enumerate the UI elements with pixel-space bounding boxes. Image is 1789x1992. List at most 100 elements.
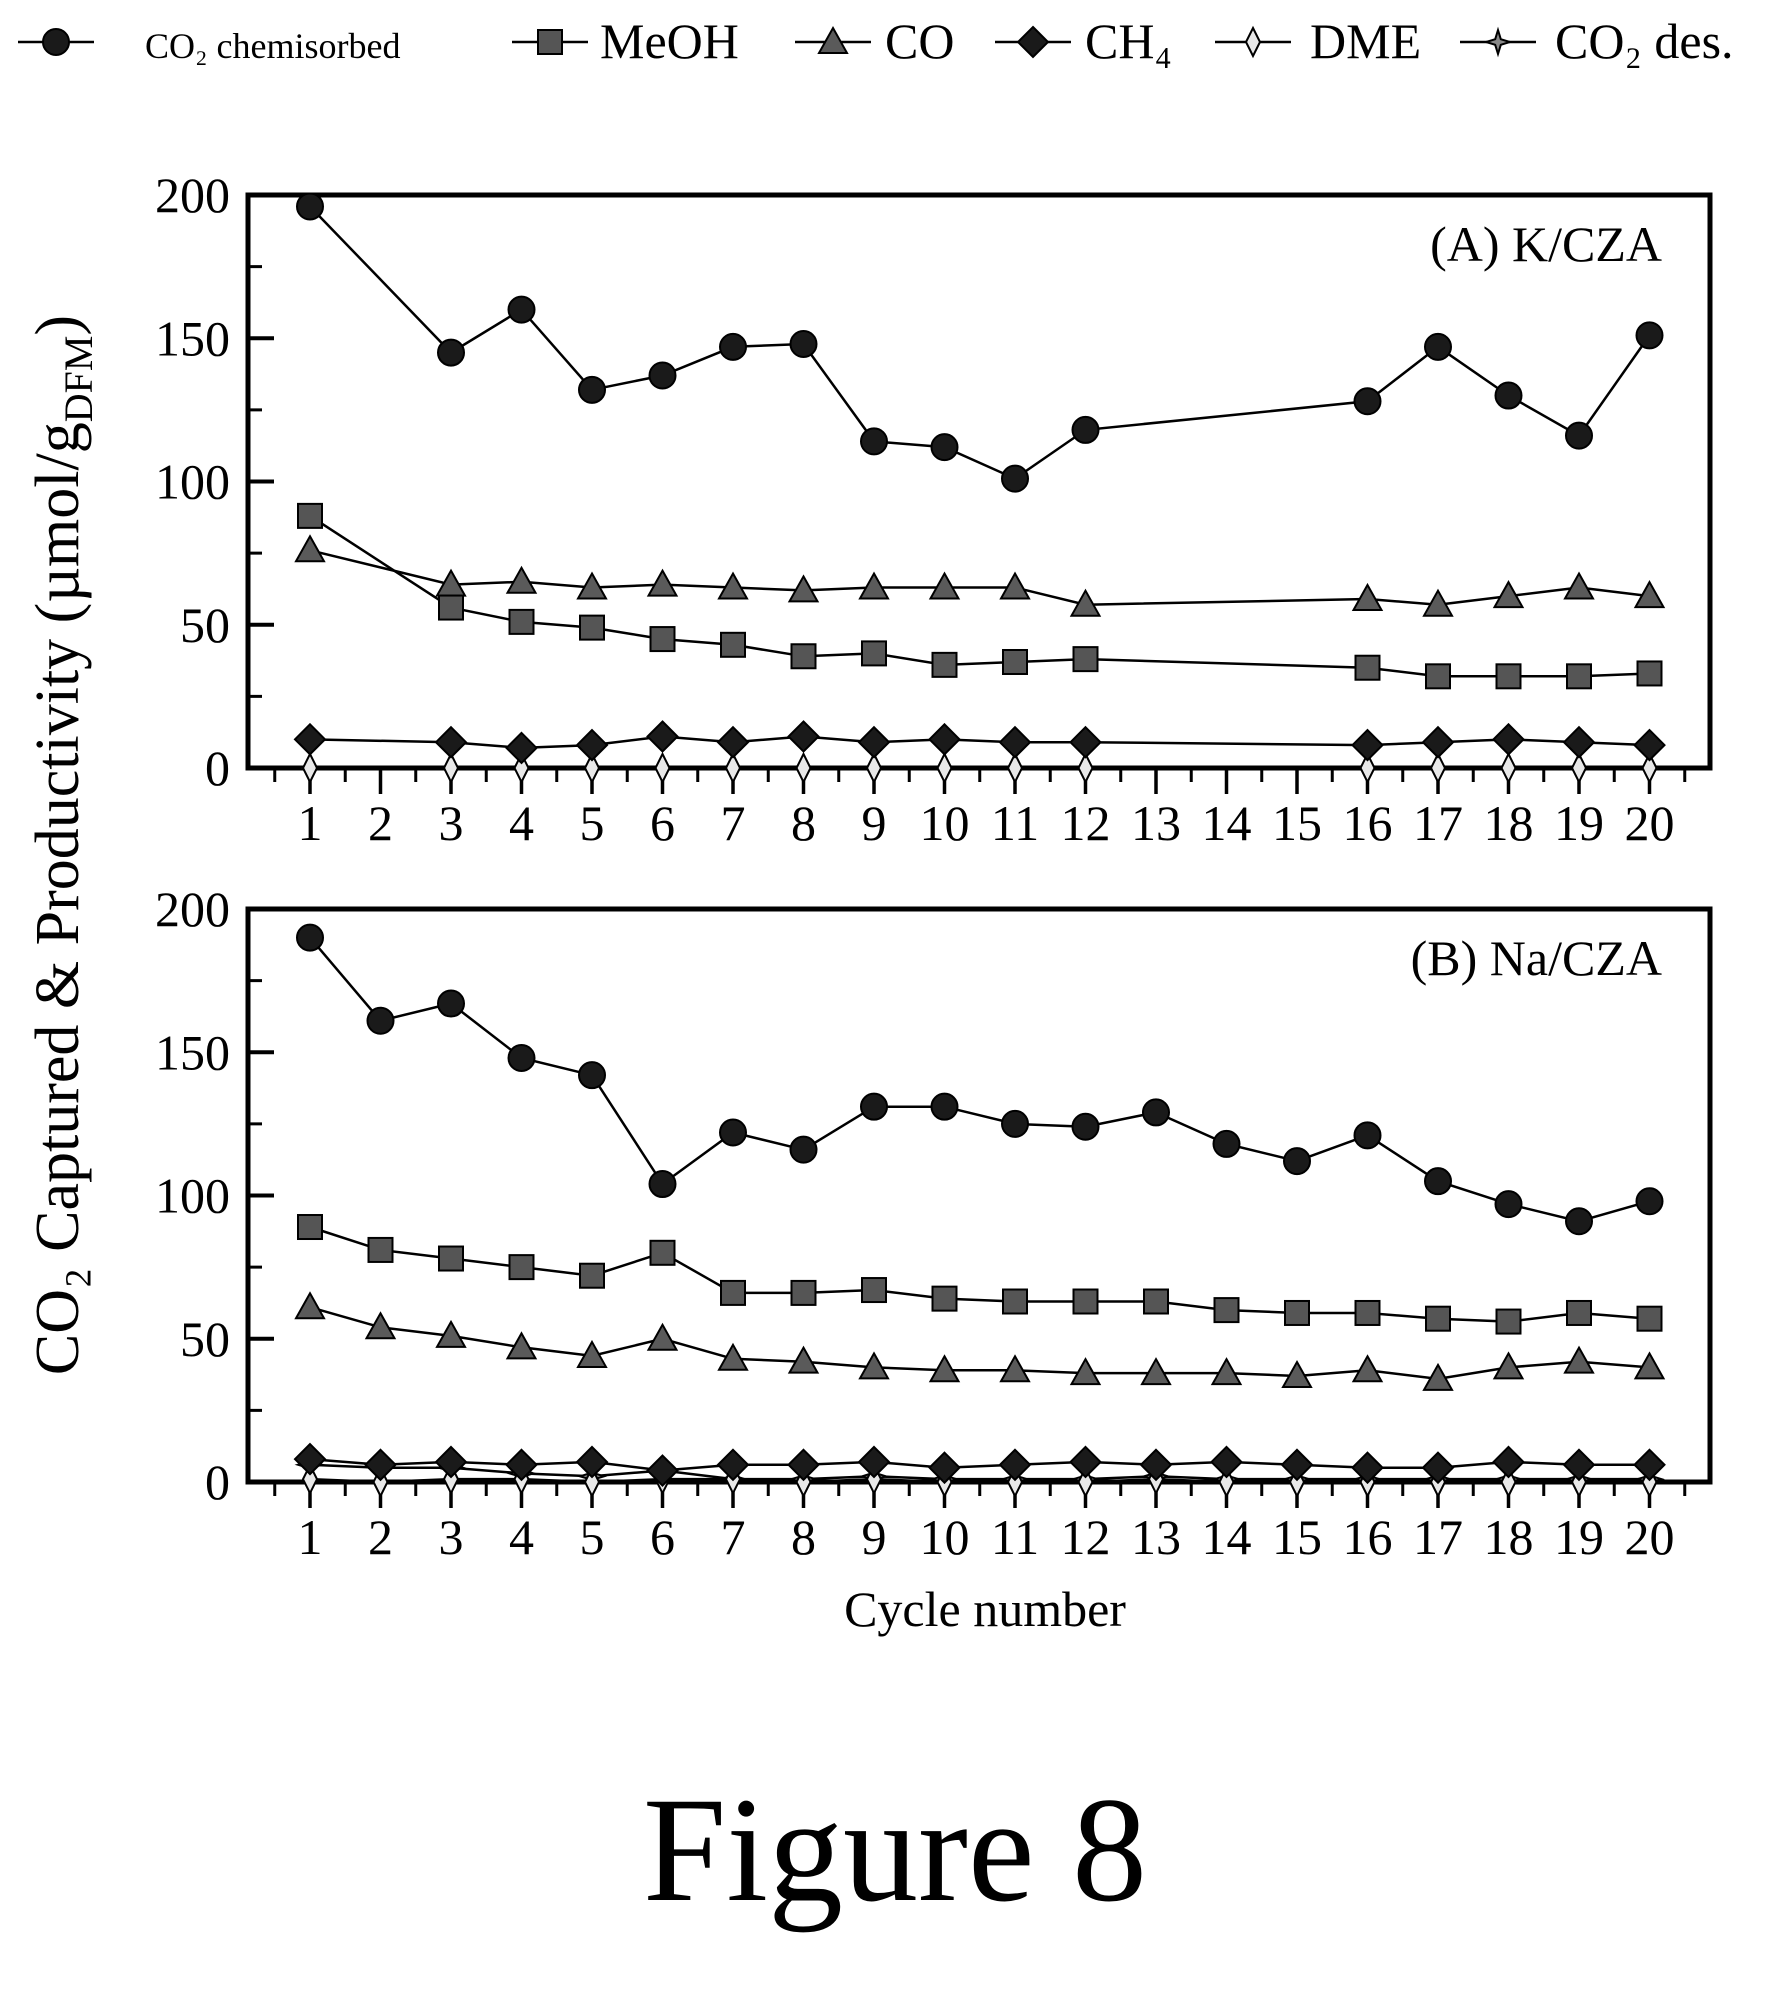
data-point-meoh <box>297 1214 323 1241</box>
data-point-ch4 <box>1421 725 1455 759</box>
data-point-meoh <box>1425 1305 1451 1332</box>
data-point-meoh <box>649 1239 676 1266</box>
data-point-co2_chemisorbed <box>437 338 465 367</box>
x-tick-label: 10 <box>920 1509 970 1565</box>
data-point-co <box>505 565 538 594</box>
y-tick-label: 50 <box>180 1311 230 1367</box>
data-point-meoh <box>649 626 676 653</box>
legend-marker-ch4 <box>1016 25 1050 59</box>
data-point-co <box>717 571 749 600</box>
x-tick-label: 19 <box>1554 1509 1604 1565</box>
plot-frame <box>245 192 1713 771</box>
legend-item-ch4: CH₄ <box>995 13 1172 69</box>
data-point-meoh <box>438 594 464 621</box>
data-point-co2_chemisorbed <box>1001 1109 1029 1138</box>
x-tick-label: 1 <box>298 795 323 851</box>
x-tick-label: 16 <box>1343 795 1393 851</box>
data-point-dme <box>1500 1465 1517 1499</box>
x-tick-label: 8 <box>791 795 816 851</box>
data-point-meoh <box>1143 1288 1169 1315</box>
data-point-dme <box>1218 1465 1235 1499</box>
y-axis-title-close: ) <box>24 315 92 336</box>
data-point-ch4 <box>787 1448 820 1482</box>
y-axis-title-main: CO₂ Captured & Productivity (µmol/g <box>24 422 92 1375</box>
data-point-co <box>999 1354 1031 1383</box>
data-point-dme <box>724 751 742 785</box>
x-tick-label: 13 <box>1131 795 1181 851</box>
y-tick-label: 0 <box>205 740 230 796</box>
data-point-ch4 <box>928 722 961 756</box>
y-tick-label: 200 <box>155 881 230 937</box>
data-point-meoh <box>1002 1288 1028 1315</box>
data-point-co2_chemisorbed <box>578 375 606 404</box>
data-point-co <box>294 1291 326 1320</box>
data-point-ch4 <box>434 725 468 759</box>
data-point-co2_chemisorbed <box>1565 1207 1593 1236</box>
data-point-co <box>1563 571 1595 600</box>
data-point-ch4 <box>1633 728 1666 762</box>
data-point-meoh <box>1636 660 1663 687</box>
legend-label-co: CO <box>885 13 954 69</box>
series-line-co2_chemisorbed <box>309 205 1651 481</box>
data-point-ch4 <box>575 1445 609 1479</box>
data-point-ch4 <box>1210 1445 1243 1479</box>
x-tick-label: 11 <box>991 795 1039 851</box>
data-point-dme <box>1500 751 1517 785</box>
data-point-co <box>787 1345 820 1374</box>
x-tick-label: 8 <box>791 1509 816 1565</box>
data-point-co <box>1492 580 1525 609</box>
data-point-meoh <box>1425 663 1451 690</box>
data-point-ch4 <box>1139 1448 1173 1482</box>
data-point-meoh <box>720 631 746 658</box>
data-point-meoh <box>367 1236 394 1263</box>
data-point-meoh <box>861 1277 887 1304</box>
data-point-co <box>646 1322 679 1351</box>
data-point-ch4 <box>434 1445 468 1479</box>
y-tick-label: 0 <box>205 1454 230 1510</box>
data-point-co <box>505 1331 538 1360</box>
x-tick-label: 15 <box>1272 1509 1322 1565</box>
data-point-co <box>999 571 1031 600</box>
data-point-meoh <box>1495 663 1522 690</box>
data-point-co2_chemisorbed <box>860 1092 888 1121</box>
data-point-ch4 <box>1562 725 1596 759</box>
data-point-ch4 <box>998 1448 1032 1482</box>
data-point-ch4 <box>1633 1448 1666 1482</box>
data-point-dme <box>301 751 319 785</box>
series-line-ch4 <box>309 735 1650 750</box>
data-point-meoh <box>1636 1305 1663 1332</box>
data-point-ch4 <box>505 1448 538 1482</box>
data-point-dme <box>654 751 671 785</box>
data-point-co <box>717 1342 749 1371</box>
x-tick-label: 7 <box>721 1509 746 1565</box>
plot-frame <box>245 906 1713 1485</box>
x-tick-label: 7 <box>721 795 746 851</box>
data-point-co2_chemisorbed <box>366 1006 395 1035</box>
data-point-meoh <box>861 640 887 667</box>
data-point-meoh <box>1072 1288 1099 1315</box>
legend-item-dme: DME <box>1215 13 1421 69</box>
data-point-meoh <box>790 643 817 670</box>
data-point-ch4 <box>505 731 538 765</box>
panel-label: (B) Na/CZA <box>1411 930 1662 986</box>
data-point-meoh <box>1354 654 1381 681</box>
legend-marker-co2_des <box>1482 26 1514 58</box>
data-point-ch4 <box>364 1448 397 1482</box>
y-axis-title-subscript: DFM <box>56 336 101 423</box>
x-tick-label: 14 <box>1202 1509 1252 1565</box>
legend-item-co: CO <box>795 13 954 69</box>
data-point-dme <box>1359 751 1376 785</box>
data-point-dme <box>1570 751 1588 785</box>
series-dme <box>301 751 1658 785</box>
data-point-ch4 <box>998 725 1032 759</box>
legend-marker-dme <box>1244 25 1262 59</box>
data-point-co <box>1351 1354 1384 1383</box>
series-ch4 <box>293 1442 1666 1487</box>
data-point-co2_chemisorbed <box>1071 1112 1100 1141</box>
data-point-co2_chemisorbed <box>1212 1129 1241 1158</box>
data-point-meoh <box>1072 646 1099 673</box>
legend-label-dme: DME <box>1310 13 1421 69</box>
series-meoh <box>297 502 1663 690</box>
